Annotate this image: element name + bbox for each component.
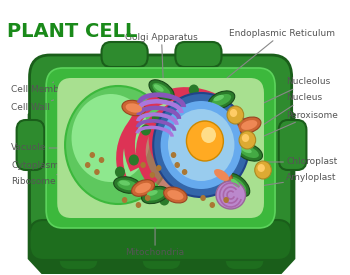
Circle shape [255,161,271,179]
Circle shape [156,165,161,171]
Ellipse shape [126,103,142,113]
Ellipse shape [164,187,187,203]
Circle shape [153,93,249,197]
Ellipse shape [149,80,174,100]
Circle shape [171,152,176,158]
Text: Peroxisome: Peroxisome [257,111,338,139]
Ellipse shape [214,169,229,181]
Circle shape [136,202,141,208]
FancyBboxPatch shape [29,55,292,240]
FancyBboxPatch shape [102,218,148,246]
Ellipse shape [141,186,169,204]
FancyBboxPatch shape [224,240,265,270]
Circle shape [175,103,185,114]
Ellipse shape [154,84,164,92]
Circle shape [203,185,213,196]
Ellipse shape [114,177,141,193]
Ellipse shape [212,94,231,106]
Text: Vacuole: Vacuole [11,144,62,153]
Ellipse shape [167,190,183,200]
Circle shape [152,112,162,123]
Circle shape [189,84,199,95]
Text: Cell Wall: Cell Wall [11,100,54,112]
FancyBboxPatch shape [175,42,222,67]
Ellipse shape [132,180,155,196]
Ellipse shape [239,146,259,158]
FancyBboxPatch shape [16,120,44,170]
FancyBboxPatch shape [141,240,182,270]
Polygon shape [28,102,295,274]
Ellipse shape [153,83,170,97]
Circle shape [145,195,150,201]
Ellipse shape [211,166,232,184]
Ellipse shape [119,180,130,186]
Ellipse shape [214,95,224,101]
Ellipse shape [231,179,240,187]
Circle shape [187,121,223,161]
Circle shape [85,162,90,168]
FancyBboxPatch shape [58,240,99,270]
Text: Nucleus: Nucleus [242,94,322,139]
Text: Mitochondria: Mitochondria [126,228,185,257]
Circle shape [122,197,127,203]
Circle shape [182,169,187,175]
Circle shape [141,125,151,136]
Text: Cell Membrane: Cell Membrane [11,82,79,95]
Circle shape [174,162,180,168]
Circle shape [115,166,125,177]
Text: Ribosome: Ribosome [11,166,85,186]
Circle shape [200,195,206,201]
Text: Cytoplasm: Cytoplasm [11,161,63,169]
Ellipse shape [122,100,146,116]
Text: Endoplasmic Reticulum: Endoplasmic Reticulum [215,29,335,88]
Ellipse shape [236,143,262,161]
FancyBboxPatch shape [279,120,307,170]
FancyBboxPatch shape [46,68,275,228]
Text: PLANT CELL: PLANT CELL [7,22,138,41]
Ellipse shape [241,120,257,130]
Ellipse shape [238,117,261,133]
Ellipse shape [230,177,246,193]
Circle shape [90,152,95,158]
Ellipse shape [140,110,232,196]
FancyBboxPatch shape [102,42,148,67]
Circle shape [129,155,139,166]
Text: Golgi Apparatus: Golgi Apparatus [125,33,198,105]
Circle shape [140,162,146,168]
Ellipse shape [226,174,250,196]
Text: Amyloplast: Amyloplast [250,174,337,188]
Circle shape [99,157,104,163]
Ellipse shape [241,147,252,153]
Text: Chloroplast: Chloroplast [259,158,337,166]
Circle shape [210,202,215,208]
Ellipse shape [71,94,150,182]
FancyBboxPatch shape [57,78,264,218]
Text: Nucleolus: Nucleolus [213,78,330,127]
Ellipse shape [145,189,165,200]
Circle shape [223,197,229,203]
Ellipse shape [135,183,151,193]
Circle shape [201,127,216,143]
Circle shape [159,194,169,205]
FancyBboxPatch shape [175,218,222,246]
Circle shape [239,131,256,149]
Ellipse shape [216,181,245,209]
Ellipse shape [65,86,171,204]
Circle shape [227,106,244,124]
Circle shape [161,101,242,189]
Circle shape [149,172,155,178]
Circle shape [258,164,265,172]
Ellipse shape [117,180,138,190]
Ellipse shape [147,190,158,196]
Ellipse shape [168,110,238,170]
Circle shape [168,109,234,181]
Ellipse shape [208,91,235,109]
Circle shape [230,109,237,117]
Circle shape [94,169,100,175]
FancyBboxPatch shape [29,220,292,260]
Circle shape [242,134,249,142]
